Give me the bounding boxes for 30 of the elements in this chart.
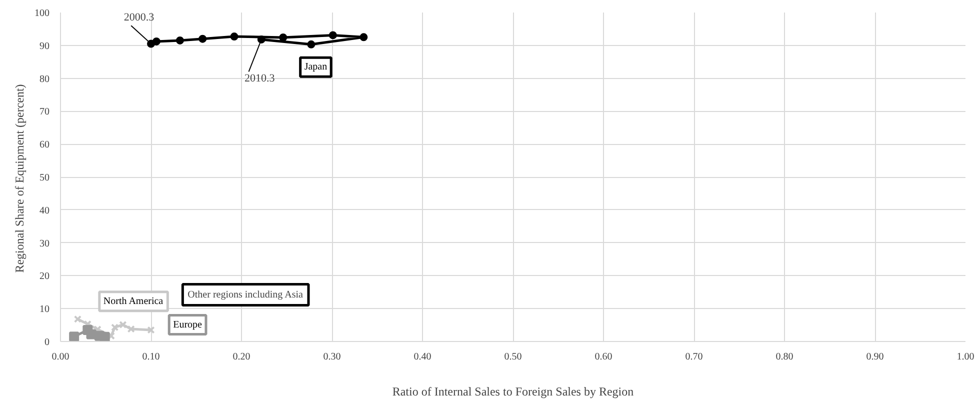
x-axis-title: Ratio of Internal Sales to Foreign Sales by Region [392, 384, 634, 398]
y-tick-label: 100 [34, 8, 50, 19]
x-tick-label: 0.30 [323, 352, 341, 362]
series-label: North America [103, 296, 164, 307]
y-tick-label: 80 [40, 74, 50, 85]
x-tick-label: 0.90 [866, 352, 884, 362]
text: Europe [173, 319, 203, 330]
y-tick-label: 0 [44, 337, 50, 348]
y-tick-label: 40 [40, 205, 50, 216]
x-tick-label: 0.80 [776, 352, 794, 362]
x-tick-label: 0.70 [685, 352, 703, 362]
y-tick-label: 70 [40, 106, 50, 118]
y-tick-label: 10 [40, 304, 50, 316]
annotation: 2010.3 [244, 72, 276, 85]
y-axis-title: Regional Share of Equipment (percent) [12, 84, 26, 273]
x-tick-label: 0.20 [232, 352, 250, 362]
x-tick-label: 1.00 [956, 352, 974, 362]
y-tick-label: 20 [40, 271, 50, 282]
x-tick-label: 0.50 [504, 352, 522, 362]
y-tick-label: 60 [40, 140, 50, 151]
series-label: Japan [304, 62, 328, 73]
x-tick-label: 0.00 [52, 352, 70, 362]
annotation: 2000.3 [124, 12, 155, 24]
annotation: Other regions including Asia [188, 289, 304, 300]
y-tick-label: 50 [40, 172, 50, 184]
y-tick-label: 30 [40, 238, 50, 250]
x-tick-label: 0.60 [594, 352, 612, 362]
y-tick-label: 90 [40, 40, 50, 52]
x-tick-label: 0.10 [142, 352, 160, 362]
x-tick-label: 0.40 [414, 352, 432, 362]
